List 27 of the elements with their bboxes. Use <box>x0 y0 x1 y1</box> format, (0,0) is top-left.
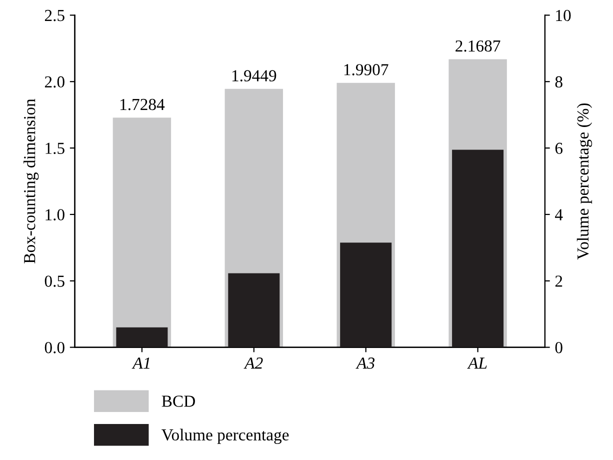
y-tick-label: 2.0 <box>44 76 64 88</box>
x-tick-label: A3 <box>356 358 375 369</box>
y2-tick-label: 10 <box>556 10 571 22</box>
legend-label: BCD <box>162 396 195 407</box>
legend-label: Volume percentage <box>162 428 289 444</box>
x-tick-label: A1 <box>132 358 150 369</box>
y2-axis-title: Volume percentage (%) <box>576 103 592 260</box>
y-tick-label: 0.0 <box>44 342 64 354</box>
data-label: 2.1687 <box>456 40 500 52</box>
y2-tick-label: 0 <box>555 342 562 354</box>
y-tick-label: 1.5 <box>46 142 64 154</box>
bar <box>228 273 280 348</box>
x-tick-label: AL <box>467 358 487 369</box>
y-axis-title: Box-counting dimension <box>24 98 39 264</box>
y2-tick-label: 6 <box>555 142 563 154</box>
bar <box>112 118 172 348</box>
y2-tick-label: 2 <box>555 276 562 287</box>
data-label: 1.7284 <box>120 98 165 110</box>
data-label: 1.9907 <box>344 64 388 76</box>
y-tick-label: 1.0 <box>46 209 64 220</box>
y-tick-label: 0.5 <box>44 276 64 287</box>
data-label: 1.9449 <box>232 70 276 82</box>
y2-tick-label: 4 <box>555 209 563 220</box>
y2-tick-label: 8 <box>555 76 562 88</box>
x-tick-label: A2 <box>244 358 263 369</box>
y-tick-label: 2.5 <box>44 10 64 22</box>
bar <box>116 327 168 348</box>
